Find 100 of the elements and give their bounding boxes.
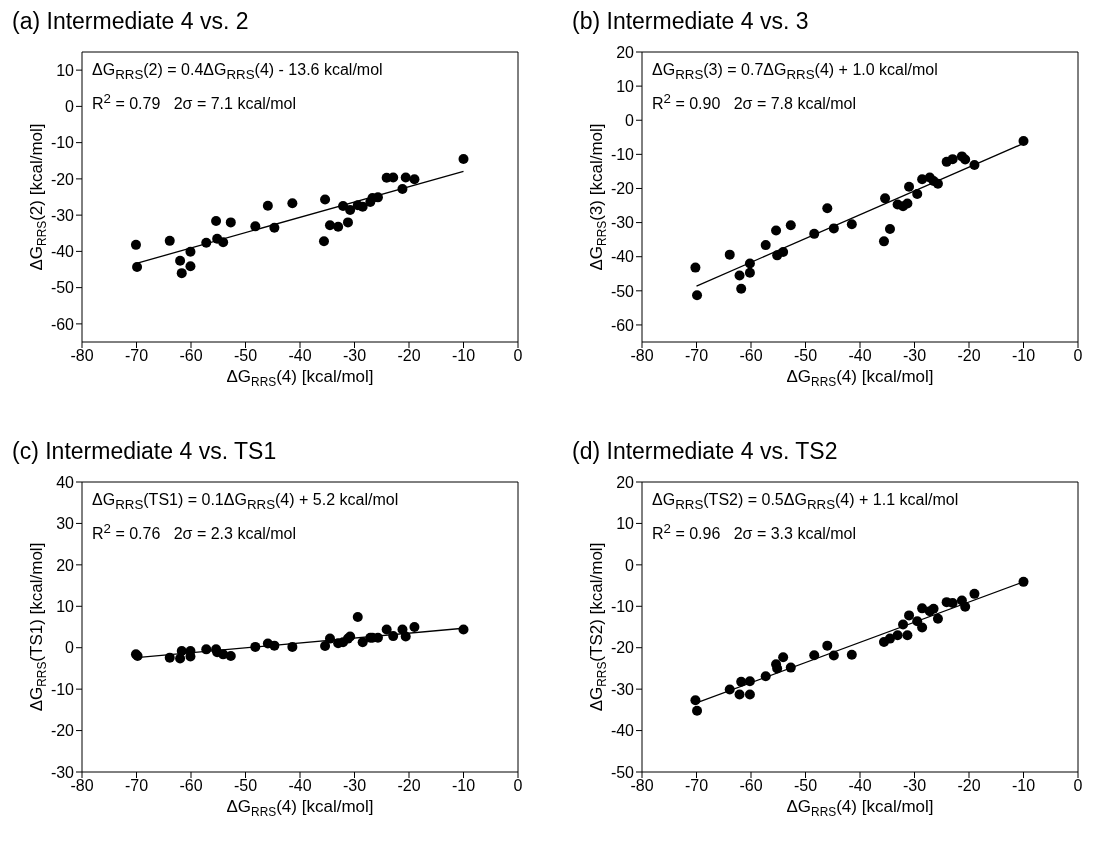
x-tick-label: -30 [342, 777, 367, 795]
point [778, 652, 789, 663]
point [960, 154, 971, 165]
point [902, 198, 913, 209]
x-tick-label: -70 [124, 347, 149, 365]
y-tick-label: -20 [610, 180, 635, 198]
point [175, 255, 186, 266]
point [690, 695, 701, 706]
point [744, 267, 755, 278]
point [225, 217, 236, 228]
x-tick-label: -50 [793, 347, 818, 365]
y-tick-label: -30 [610, 680, 635, 698]
y-tick-label: -20 [50, 722, 75, 740]
y-tick-label: 20 [616, 43, 635, 61]
point [333, 221, 344, 232]
y-tick-label: 20 [616, 473, 635, 491]
x-tick-label: -40 [288, 777, 312, 795]
point [320, 641, 331, 652]
point [928, 603, 939, 614]
point [1018, 576, 1029, 587]
point [225, 651, 236, 661]
annotation: R$^{2}$ = 0.90 2σ = 7.8 kcal/mol [652, 90, 858, 115]
y-tick-label: -60 [610, 316, 635, 334]
point [785, 220, 796, 231]
y-tick-label: -30 [610, 214, 635, 232]
y-tick-label: 10 [616, 77, 635, 95]
chart-title: (b) Intermediate 4 vs. 3 [571, 8, 810, 36]
point [388, 172, 399, 183]
x-tick-label: -50 [793, 777, 818, 795]
point [880, 193, 891, 204]
x-tick-label: -50 [233, 777, 258, 795]
x-tick-label: -10 [451, 777, 476, 795]
y-tick-label: -40 [610, 722, 635, 740]
x-tick-label: -20 [957, 347, 981, 365]
point [917, 622, 928, 633]
point [969, 588, 980, 599]
y-tick-label: -10 [50, 134, 75, 152]
x-tick-label: -10 [1011, 777, 1036, 795]
y-tick-label: 0 [65, 98, 75, 116]
point [917, 603, 928, 614]
x-tick-label: -20 [397, 347, 421, 365]
x-tick-label: -30 [342, 347, 367, 365]
point [176, 268, 187, 279]
point [822, 640, 833, 651]
x-axis-title: ΔG$_{RRS}$(4) [kcal/mol] [226, 797, 374, 819]
x-tick-label: 0 [1073, 347, 1083, 365]
chart-title: (c) Intermediate 4 vs. TS1 [11, 438, 278, 466]
y-tick-label: 10 [56, 61, 75, 79]
point [734, 689, 745, 700]
y-tick-label: 0 [625, 111, 635, 129]
annotation: ΔG$_{RRS}$(TS2) = 0.5ΔG$_{RRS}$(4) + 1.1 kcal/mol [652, 490, 959, 515]
y-tick-label: -50 [50, 279, 75, 297]
point [846, 649, 857, 660]
y-tick-label: -10 [50, 680, 75, 698]
x-tick-label: -10 [451, 347, 476, 365]
x-tick-label: -40 [288, 347, 312, 365]
x-axis-title: ΔG$_{RRS}$(4) [kcal/mol] [786, 797, 934, 819]
point [287, 641, 298, 652]
x-tick-label: -70 [684, 777, 709, 795]
point [947, 154, 958, 165]
x-tick-label: 0 [1073, 777, 1083, 795]
point [185, 261, 196, 272]
x-tick-label: -40 [848, 777, 872, 795]
point [320, 194, 331, 205]
point [904, 610, 915, 621]
point [744, 689, 755, 700]
x-tick-label: -10 [1011, 347, 1036, 365]
x-tick-label: -50 [233, 347, 258, 365]
x-tick-label: -60 [739, 347, 763, 365]
annotation: ΔG$_{RRS}$(TS1) = 0.1ΔG$_{RRS}$(4) + 5.2 kcal/mol [92, 490, 399, 515]
x-tick-label: 0 [513, 347, 523, 365]
point [318, 236, 329, 247]
y-tick-label: 20 [56, 556, 75, 574]
point [878, 236, 889, 247]
point [458, 153, 469, 164]
point [287, 198, 298, 209]
point [932, 613, 943, 624]
point [884, 633, 895, 644]
point [904, 181, 915, 192]
y-tick-label: -60 [50, 315, 75, 333]
point [809, 650, 820, 661]
x-tick-label: -70 [684, 347, 709, 365]
point [164, 235, 175, 246]
y-tick-label: -40 [50, 243, 75, 261]
point [724, 249, 735, 260]
x-tick-label: -70 [124, 777, 149, 795]
point [1018, 136, 1029, 147]
x-tick-label: 0 [513, 777, 523, 795]
y-tick-label: -50 [610, 282, 635, 300]
annotation: R$^{2}$ = 0.79 2σ = 7.1 kcal/mol [92, 90, 298, 115]
point [771, 225, 782, 236]
x-tick-label: -30 [902, 347, 927, 365]
x-tick-label: -20 [957, 777, 981, 795]
y-tick-label: -20 [50, 170, 75, 188]
x-tick-label: -80 [70, 347, 94, 365]
annotation: ΔG$_{RRS}$(3) = 0.7ΔG$_{RRS}$(4) + 1.0 kcal/mol [652, 60, 938, 85]
point [884, 224, 895, 235]
point [736, 283, 747, 294]
point [342, 217, 353, 228]
chart-title: (d) Intermediate 4 vs. TS2 [571, 438, 839, 466]
